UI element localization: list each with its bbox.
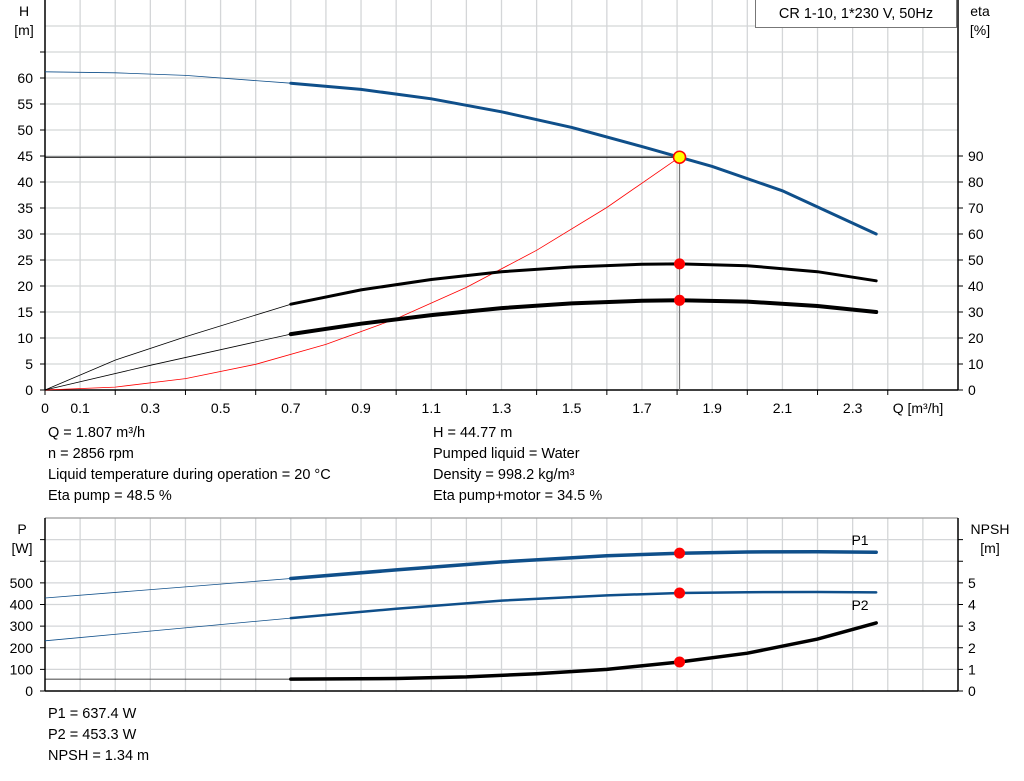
y-tick-label: 15 [17, 304, 33, 320]
x-tick-label: 0.9 [351, 400, 371, 416]
y-tick-label: 50 [17, 122, 33, 138]
npsh-axis-label: NPSH [971, 521, 1010, 537]
eta-pump-curve-extrapolated [44, 303, 291, 391]
p-tick-label: 0 [25, 683, 33, 699]
npsh-axis-unit: [m] [980, 540, 999, 556]
system-curve [44, 156, 680, 391]
x-tick-label: 2.1 [773, 400, 793, 416]
p-axis-unit: [W] [12, 540, 33, 556]
eta-total-curve-extrapolated [44, 333, 291, 391]
p-axis-label: P [17, 521, 26, 537]
y2-tick-label: 90 [968, 148, 984, 164]
x-tick-label: 1.1 [422, 400, 442, 416]
y2-tick-label: 10 [968, 356, 984, 372]
head-value: H = 44.77 m [433, 425, 513, 441]
x-tick-label: 1.5 [562, 400, 582, 416]
x-tick-label: 0 [41, 400, 49, 416]
p1-value: P1 = 637.4 W [48, 706, 137, 722]
chart-title: CR 1-10, 1*230 V, 50Hz [755, 0, 957, 28]
y-tick-label: 25 [17, 252, 33, 268]
p-tick-label: 400 [10, 597, 34, 613]
npsh-curve [289, 621, 878, 681]
head-curve [289, 81, 878, 236]
p-tick-label: 500 [10, 575, 34, 591]
p1-curve [289, 549, 878, 581]
head-curve-extrapolated [44, 71, 291, 84]
p-tick-label: 200 [10, 640, 34, 656]
y-tick-label: 30 [17, 226, 33, 242]
y-axis-unit: [m] [14, 22, 33, 38]
temperature-value: Liquid temperature during operation = 20… [48, 467, 331, 483]
y2-tick-label: 60 [968, 226, 984, 242]
info-bottom: P1 = 637.4 W P2 = 453.3 W NPSH = 1.34 m [48, 704, 149, 767]
eta-total-curve [288, 298, 879, 337]
liquid-value: Pumped liquid = Water [433, 446, 580, 462]
npsh-tick-label: 3 [968, 618, 976, 634]
p-tick-label: 100 [10, 661, 34, 677]
eta-total-point [674, 294, 686, 306]
speed-value: n = 2856 rpm [48, 446, 134, 462]
x-tick-label: 1.7 [632, 400, 652, 416]
y-tick-label: 45 [17, 148, 33, 164]
eta-pump-curve [289, 262, 878, 306]
y2-tick-label: 40 [968, 278, 984, 294]
x-tick-label: 1.9 [702, 400, 722, 416]
p2-value: P2 = 453.3 W [48, 727, 137, 743]
p1-curve-extrapolated [44, 578, 291, 599]
y2-tick-label: 30 [968, 304, 984, 320]
npsh-tick-label: 2 [968, 640, 976, 656]
x-tick-label: 1.3 [492, 400, 512, 416]
p2-series-label: P2 [851, 597, 868, 613]
p2-curve-extrapolated [44, 617, 291, 642]
p-tick-label: 300 [10, 618, 34, 634]
npsh-point [674, 656, 686, 668]
y-tick-label: 10 [17, 330, 33, 346]
flow-value: Q = 1.807 m³/h [48, 425, 146, 441]
y2-tick-label: 0 [968, 382, 976, 398]
y2-tick-label: 50 [968, 252, 984, 268]
eta-pump-point [674, 258, 686, 270]
eta-total-value: Eta pump+motor = 34.5 % [433, 488, 603, 504]
y-axis-label: H [19, 3, 29, 19]
x-tick-label: 0.3 [141, 400, 161, 416]
density-value: Density = 998.2 kg/m³ [433, 467, 575, 483]
x-tick-label: 0.5 [211, 400, 231, 416]
y-tick-label: 5 [25, 356, 33, 372]
npsh-tick-label: 5 [968, 575, 976, 591]
p1-point [674, 547, 686, 559]
y-tick-label: 0 [25, 382, 33, 398]
x-tick-label: 0.1 [70, 400, 90, 416]
p2-point [674, 587, 686, 599]
npsh-tick-label: 0 [968, 683, 976, 699]
y2-axis-label: eta [970, 3, 990, 19]
npsh-tick-label: 4 [968, 597, 976, 613]
npsh-value: NPSH = 1.34 m [48, 748, 150, 764]
y-tick-label: 35 [17, 200, 33, 216]
info-left: Q = 1.807 m³/h n = 2856 rpm Liquid tempe… [48, 423, 331, 507]
info-right: H = 44.77 m Pumped liquid = Water Densit… [433, 423, 602, 507]
x-tick-label: 0.7 [281, 400, 301, 416]
operating-point-marker [672, 150, 687, 164]
y-tick-label: 40 [17, 174, 33, 190]
x-tick-label: 2.3 [843, 400, 863, 416]
p2-curve [289, 590, 878, 620]
npsh-tick-label: 1 [968, 661, 976, 677]
y2-tick-label: 80 [968, 174, 984, 190]
y-tick-label: 60 [17, 70, 33, 86]
y-tick-label: 55 [17, 96, 33, 112]
y2-axis-unit: [%] [970, 22, 990, 38]
y-tick-label: 20 [17, 278, 33, 294]
y2-tick-label: 20 [968, 330, 984, 346]
p1-series-label: P1 [851, 532, 868, 548]
x-axis-label: Q [m³/h] [893, 400, 944, 416]
y2-tick-label: 70 [968, 200, 984, 216]
eta-pump-value: Eta pump = 48.5 % [48, 488, 172, 504]
